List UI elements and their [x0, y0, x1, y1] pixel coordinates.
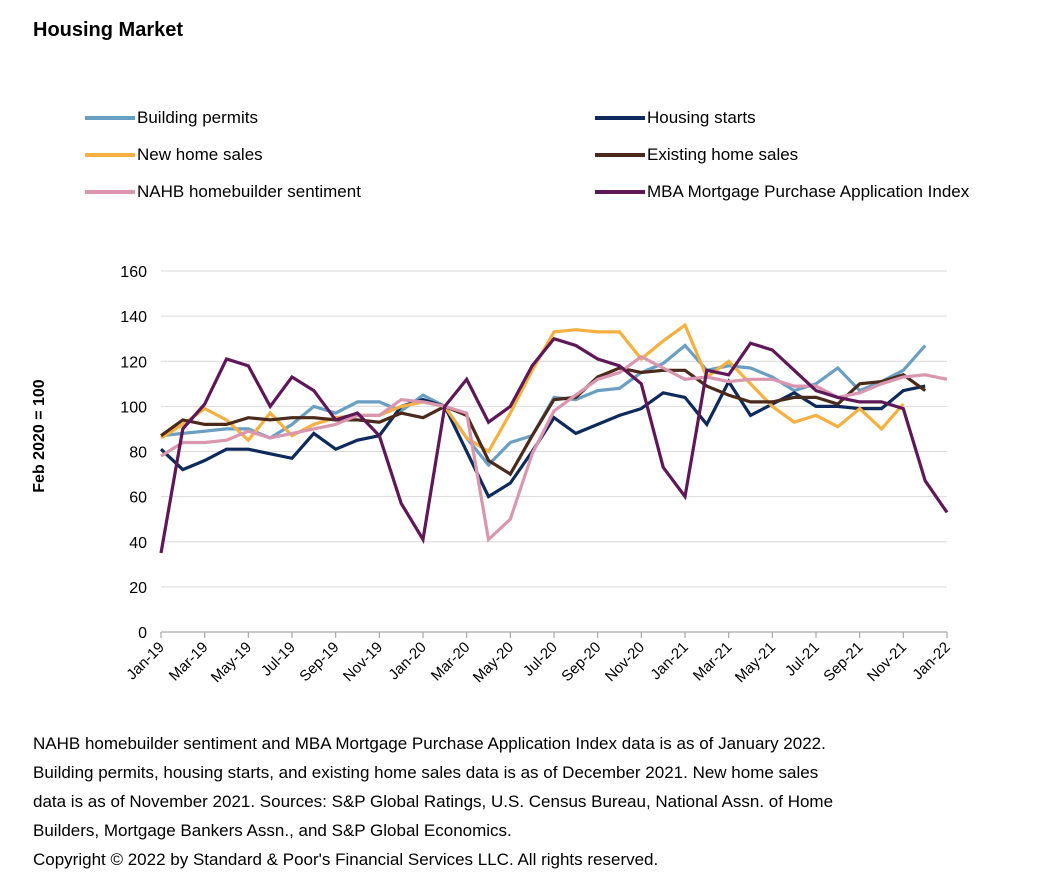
legend-item-existing-home-sales: Existing home sales — [595, 144, 798, 166]
y-tick-label: 140 — [120, 309, 147, 326]
legend-label: Housing starts — [647, 108, 756, 127]
x-tick-label: May-21 — [732, 639, 779, 686]
y-tick-label: 100 — [120, 399, 147, 416]
footnote: NAHB homebuilder sentiment and MBA Mortg… — [33, 729, 933, 874]
x-tick-label: Nov-21 — [864, 639, 910, 685]
y-tick-label: 40 — [129, 535, 147, 552]
y-tick-label: 0 — [138, 625, 147, 642]
y-tick-label: 20 — [129, 580, 147, 597]
x-tick-label: Mar-19 — [166, 639, 212, 685]
series-line-building-permits — [160, 343, 927, 468]
legend-item-housing-starts: Housing starts — [595, 107, 756, 129]
footnote-line: Building permits, housing starts, and ex… — [33, 763, 819, 782]
legend-label: New home sales — [137, 145, 263, 164]
x-tick-label: Sep-21 — [820, 639, 866, 685]
x-tick-label: Jan-19 — [123, 639, 167, 683]
legend-item-mba-index: MBA Mortgage Purchase Application Index — [595, 181, 969, 203]
x-tick-label: Jan-20 — [385, 639, 429, 683]
footnote-line: NAHB homebuilder sentiment and MBA Mortg… — [33, 734, 826, 753]
x-tick-label: Nov-19 — [340, 639, 386, 685]
series-lines — [159, 322, 949, 554]
x-tick-label: Sep-19 — [296, 639, 342, 685]
footnote-line: data is as of November 2021. Sources: S&… — [33, 792, 834, 811]
line-chart: 0 20 40 60 80 100 120 140 160 Jan-19Mar-19May-19… — [120, 264, 954, 686]
legend-item-nahb-sentiment: NAHB homebuilder sentiment — [85, 181, 361, 203]
legend-swatch-existing-home-sales — [595, 153, 645, 157]
series-line-nahb-homebuilder-sentiment — [160, 354, 948, 543]
x-tick-label: Jul-20 — [520, 639, 561, 680]
x-tick-label: Jul-21 — [782, 639, 823, 680]
y-tick-label: 120 — [120, 354, 147, 371]
x-tick-label: Sep-20 — [558, 639, 604, 685]
legend-label: MBA Mortgage Purchase Application Index — [647, 182, 970, 201]
legend-swatch-new-home-sales — [85, 153, 135, 157]
legend-label: Building permits — [137, 108, 258, 127]
x-tick-label: May-20 — [470, 639, 517, 686]
x-tick-label: May-19 — [208, 639, 255, 686]
x-tick-label: Jan-21 — [647, 639, 691, 683]
x-tick-label: Jan-22 — [909, 639, 953, 683]
x-tick-label: Mar-21 — [690, 639, 736, 685]
legend-swatch-mba-index — [595, 190, 645, 194]
footnote-line: Builders, Mortgage Bankers Assn., and S&… — [33, 821, 512, 840]
y-tick-label: 160 — [120, 264, 147, 281]
legend-label: NAHB homebuilder sentiment — [137, 182, 361, 201]
legend-swatch-building-permits — [85, 116, 135, 120]
legend-swatch-nahb-sentiment — [85, 190, 135, 194]
series-line-existing-home-sales — [160, 366, 927, 477]
y-tick-label: 60 — [129, 490, 147, 507]
gridlines — [161, 270, 947, 588]
y-tick-label: 80 — [129, 445, 147, 462]
y-axis-ticks: 0 20 40 60 80 100 120 140 160 — [120, 264, 147, 642]
copyright-text: Copyright © 2022 by Standard & Poor's Fi… — [33, 850, 659, 869]
legend-item-building-permits: Building permits — [85, 107, 258, 129]
x-tick-label: Jul-19 — [258, 639, 299, 680]
x-tick-label: Mar-20 — [428, 639, 474, 685]
x-tick-label: Nov-20 — [602, 639, 648, 685]
legend-label: Existing home sales — [647, 145, 799, 164]
legend-item-new-home-sales: New home sales — [85, 144, 263, 166]
series-line-mba-mortgage-purchase-application-index — [159, 336, 949, 554]
legend-swatch-housing-starts — [595, 116, 645, 120]
chart-title: Housing Market — [33, 19, 184, 41]
series-line-new-home-sales — [160, 322, 905, 454]
